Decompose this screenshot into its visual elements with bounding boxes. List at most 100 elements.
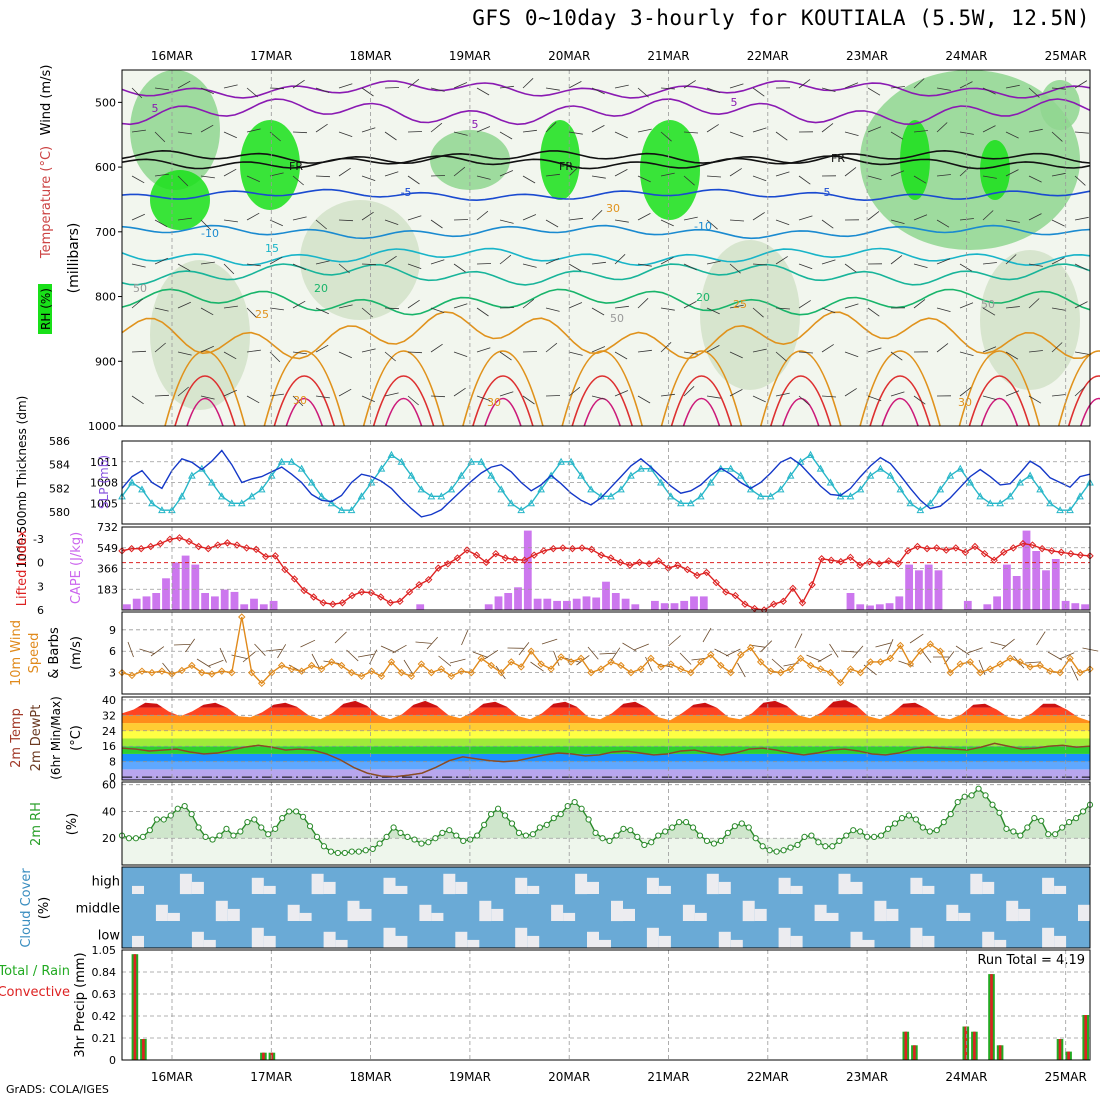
wind-speed-line-point bbox=[248, 668, 256, 677]
wind-barb-10m bbox=[461, 630, 469, 646]
wind-barb bbox=[269, 393, 284, 397]
convective-bar bbox=[1058, 1039, 1062, 1060]
lifted-index-line-point bbox=[789, 584, 797, 593]
rh-line-point bbox=[286, 808, 293, 815]
wind-barb bbox=[660, 87, 676, 90]
cape-bar bbox=[494, 596, 503, 610]
lifted-index-line-point bbox=[904, 547, 912, 555]
wind-barb bbox=[246, 307, 258, 319]
date-label-bottom: 22MAR bbox=[747, 1070, 789, 1084]
wind-barb bbox=[1074, 263, 1088, 271]
lifted-index-line-point bbox=[856, 561, 864, 569]
temperature-band bbox=[122, 746, 1090, 754]
wind-speed-line-point bbox=[527, 647, 535, 655]
wind-barb bbox=[315, 87, 330, 93]
wind-barb bbox=[545, 219, 559, 228]
wind-barb bbox=[499, 307, 515, 309]
wind-barb bbox=[223, 263, 235, 275]
rh-line-point bbox=[327, 848, 335, 855]
cloud-cell bbox=[1054, 885, 1067, 894]
wind-barb bbox=[499, 219, 514, 224]
wind-barb bbox=[936, 258, 951, 265]
wind-barb-10m bbox=[150, 646, 165, 657]
lifted-index-line-point bbox=[377, 593, 385, 601]
wind-speed-line-point bbox=[966, 658, 974, 666]
wind-barb bbox=[200, 219, 212, 231]
contour-label: FR bbox=[289, 160, 303, 173]
cloud-cell bbox=[515, 927, 528, 949]
rh-line-point bbox=[898, 815, 906, 822]
wind-barb bbox=[453, 219, 469, 221]
lifted-index-line-point bbox=[923, 544, 931, 553]
wind-barb bbox=[131, 263, 146, 268]
lifted-index-line-point bbox=[175, 534, 184, 542]
cape-bar bbox=[1003, 564, 1011, 610]
rh-line-point bbox=[982, 792, 989, 799]
wind-barb bbox=[890, 131, 904, 140]
cape-bar bbox=[514, 587, 522, 610]
wind-speed-line-point bbox=[327, 658, 336, 666]
wind-barb bbox=[476, 175, 491, 180]
wind-barb bbox=[453, 131, 468, 136]
wind-barb bbox=[683, 80, 696, 89]
rh-line-point bbox=[836, 837, 843, 845]
cloud-cell bbox=[479, 900, 492, 922]
thickness-tick-label: 580 bbox=[49, 506, 70, 519]
wind-speed-line-point bbox=[766, 667, 775, 675]
lifted-index-line-point bbox=[482, 558, 490, 567]
slp-line-point bbox=[217, 492, 226, 500]
lifted-index-line-point bbox=[1028, 541, 1037, 549]
rh-line-point bbox=[244, 819, 251, 826]
wind-speed-line-point bbox=[976, 668, 984, 677]
wind-barb bbox=[407, 263, 422, 269]
wind-barb bbox=[775, 256, 788, 265]
wind-barb bbox=[568, 217, 583, 221]
wind-barb bbox=[223, 219, 238, 223]
wind-barb bbox=[614, 390, 629, 397]
wind-barb-10m bbox=[817, 653, 833, 663]
wind-barb bbox=[384, 219, 399, 225]
wind-barb bbox=[338, 304, 353, 309]
wind-barb bbox=[798, 79, 811, 89]
slp-line-point bbox=[307, 478, 316, 486]
wind-barb bbox=[637, 175, 651, 183]
cloud-cell bbox=[1042, 927, 1055, 949]
wind-speed-line-point bbox=[597, 665, 605, 673]
lifted-index-line-point bbox=[971, 542, 979, 551]
wind-barb bbox=[683, 386, 695, 397]
slp-line-point bbox=[1026, 471, 1034, 479]
wind-speed-line-point bbox=[587, 668, 595, 677]
slp-line-point bbox=[976, 492, 985, 500]
slp-line-point bbox=[447, 485, 456, 493]
wind-barb bbox=[177, 301, 191, 309]
slp-line-point bbox=[188, 471, 196, 479]
wind-barb bbox=[798, 215, 813, 221]
contour-label: 30 bbox=[958, 396, 972, 409]
lifted-index-line-point bbox=[1009, 544, 1018, 552]
wind-barb-10m bbox=[714, 648, 729, 657]
cape-bar bbox=[1081, 604, 1089, 610]
slp-line-point bbox=[457, 471, 466, 479]
wind-barb bbox=[154, 173, 169, 177]
temperature-contour bbox=[121, 80, 1091, 99]
contour-label: -10 bbox=[201, 227, 219, 240]
wind-barb-10m bbox=[277, 644, 287, 659]
wind-speed-line-point bbox=[866, 658, 875, 666]
slp-tick-label: 1011 bbox=[90, 456, 118, 469]
temp-axis-title-2: 2m DewPt bbox=[29, 705, 44, 772]
wind-speed-line-point bbox=[1026, 663, 1034, 671]
precip-axis-title: 3hr Precip (mm) bbox=[73, 952, 88, 1057]
convective-bar bbox=[913, 1045, 916, 1060]
wind-barb bbox=[844, 303, 859, 309]
slp-line-point bbox=[637, 464, 645, 472]
wind-speed-line-point bbox=[607, 658, 615, 666]
rh-shading bbox=[700, 240, 800, 390]
temperature-contour bbox=[121, 188, 1091, 202]
wind-barb bbox=[844, 82, 859, 89]
lifted-index-line-point bbox=[712, 578, 720, 587]
cape-bar bbox=[484, 604, 493, 610]
rh-line-point bbox=[968, 792, 975, 799]
cloud-cell bbox=[347, 900, 360, 922]
cloud-cell bbox=[850, 881, 863, 894]
